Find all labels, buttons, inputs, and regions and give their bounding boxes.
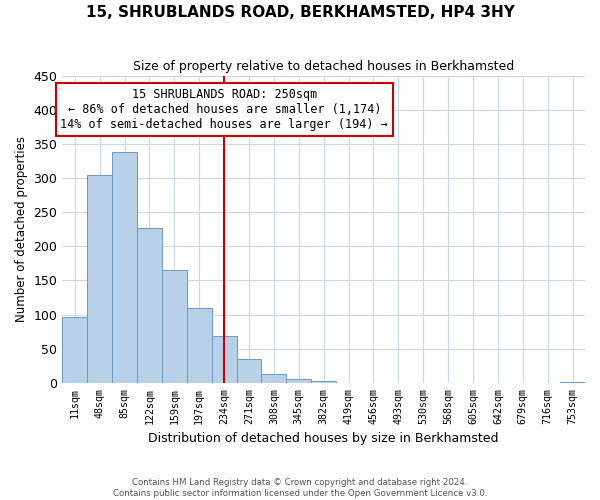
Bar (236, 359, 262, 383)
Bar (311, 382, 336, 383)
Bar (187, 308, 212, 383)
Bar (212, 336, 236, 383)
Bar (137, 228, 162, 383)
Title: Size of property relative to detached houses in Berkhamsted: Size of property relative to detached ho… (133, 60, 514, 73)
Text: 15 SHRUBLANDS ROAD: 250sqm
← 86% of detached houses are smaller (1,174)
14% of s: 15 SHRUBLANDS ROAD: 250sqm ← 86% of deta… (61, 88, 388, 131)
Text: 15, SHRUBLANDS ROAD, BERKHAMSTED, HP4 3HY: 15, SHRUBLANDS ROAD, BERKHAMSTED, HP4 3H… (86, 5, 514, 20)
Text: Contains HM Land Registry data © Crown copyright and database right 2024.
Contai: Contains HM Land Registry data © Crown c… (113, 478, 487, 498)
Bar (286, 380, 311, 383)
X-axis label: Distribution of detached houses by size in Berkhamsted: Distribution of detached houses by size … (148, 432, 499, 445)
Bar (262, 374, 286, 383)
Bar (112, 152, 137, 383)
Y-axis label: Number of detached properties: Number of detached properties (15, 136, 28, 322)
Bar (560, 382, 585, 383)
Bar (87, 174, 112, 383)
Bar (62, 316, 87, 383)
Bar (162, 270, 187, 383)
